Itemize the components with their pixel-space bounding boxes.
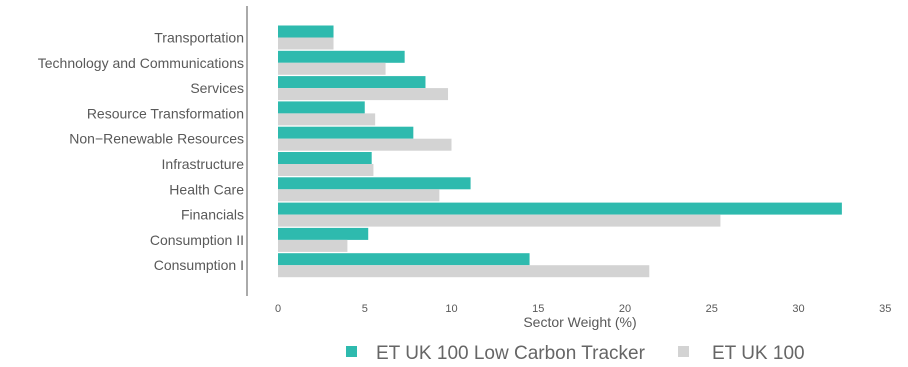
bar-transportation-series-1 — [278, 37, 334, 50]
x-tick-label-25: 25 — [706, 303, 718, 315]
bar-consumption-i-series-1 — [278, 265, 650, 278]
bar-health-care-series-0 — [278, 177, 471, 190]
category-label-infrastructure: Infrastructure — [162, 156, 245, 172]
legend-label-low-carbon: ET UK 100 Low Carbon Tracker — [376, 343, 646, 364]
category-label-technology-and-communications: Technology and Communications — [38, 55, 244, 71]
bar-resource-transformation-series-1 — [278, 113, 376, 126]
bar-infrastructure-series-0 — [278, 152, 372, 164]
x-axis-title: Sector Weight (%) — [523, 314, 636, 330]
category-label-transportation: Transportation — [154, 30, 244, 46]
legend-swatch-low-carbon — [346, 346, 357, 357]
bar-consumption-i-series-0 — [278, 253, 530, 266]
x-tick-label-35: 35 — [879, 303, 891, 315]
bar-consumption-ii-series-1 — [278, 239, 348, 252]
bar-non-renewable-resources-series-0 — [278, 126, 414, 139]
legend-label-uk100: ET UK 100 — [712, 343, 805, 364]
bar-technology-and-communications-series-1 — [278, 62, 386, 75]
x-tick-label-0: 0 — [275, 303, 281, 315]
legend: ET UK 100 Low Carbon Tracker ET UK 100 — [346, 343, 805, 364]
bars-group — [278, 25, 842, 278]
bar-financials-series-0 — [278, 202, 842, 215]
legend-swatch-uk100 — [678, 346, 689, 357]
bar-financials-series-1 — [278, 214, 721, 227]
bar-non-renewable-resources-series-1 — [278, 138, 452, 151]
bar-transportation-series-0 — [278, 25, 334, 38]
bar-technology-and-communications-series-0 — [278, 50, 405, 63]
x-tick-label-30: 30 — [792, 303, 804, 315]
x-tick-label-20: 20 — [619, 303, 631, 315]
category-label-resource-transformation: Resource Transformation — [87, 105, 244, 121]
x-tick-label-5: 5 — [362, 303, 368, 315]
category-labels: Transportation Technology and Communicati… — [38, 30, 244, 274]
x-axis-ticks: 0 5 10 15 20 25 30 35 — [275, 303, 891, 315]
x-tick-label-10: 10 — [445, 303, 457, 315]
category-label-non-renewable-resources: Non−Renewable Resources — [69, 131, 244, 147]
category-label-consumption-ii: Consumption II — [150, 232, 244, 248]
bar-services-series-1 — [278, 88, 449, 101]
category-label-consumption-i: Consumption I — [154, 257, 244, 273]
bar-services-series-0 — [278, 76, 426, 89]
category-label-health-care: Health Care — [169, 181, 244, 197]
bar-infrastructure-series-1 — [278, 164, 374, 176]
category-label-financials: Financials — [181, 207, 244, 223]
category-label-services: Services — [190, 80, 244, 96]
bar-resource-transformation-series-0 — [278, 101, 365, 114]
bar-health-care-series-1 — [278, 189, 440, 202]
bar-consumption-ii-series-0 — [278, 227, 369, 240]
x-tick-label-15: 15 — [532, 303, 544, 315]
